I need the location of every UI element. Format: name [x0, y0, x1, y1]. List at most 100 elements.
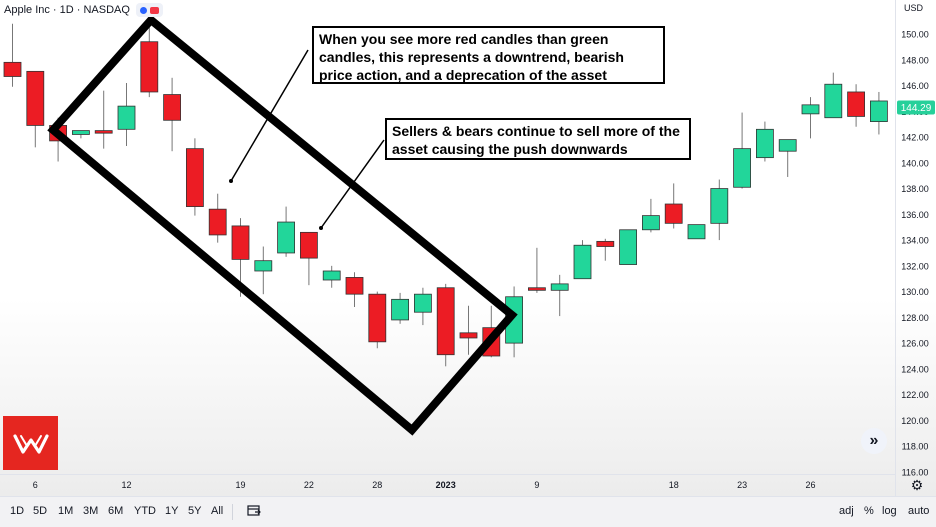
- timeframe-3m[interactable]: 3M: [83, 505, 99, 517]
- price-tick-label: 118.00: [902, 442, 929, 452]
- timeframe-ytd[interactable]: YTD: [134, 505, 156, 517]
- price-tick-label: 136.00: [901, 210, 929, 220]
- candle-body-down: [299, 231, 318, 259]
- time-tick-label: 26: [805, 480, 815, 490]
- candle-body-down: [528, 287, 546, 291]
- candle: [619, 229, 637, 265]
- candle-body-up: [550, 283, 569, 291]
- candle-body-up: [254, 260, 273, 272]
- callout-dot-2: [319, 226, 323, 230]
- candle-body-up: [824, 83, 843, 119]
- downtrend-box: [47, 14, 518, 436]
- candle-body-up: [778, 139, 797, 152]
- time-tick-label: 6: [33, 480, 38, 490]
- candle-body-up: [801, 104, 820, 115]
- callout-dot-1: [229, 179, 233, 183]
- candle: [413, 287, 432, 326]
- candle: [322, 265, 341, 288]
- date-range-icon[interactable]: [246, 502, 262, 521]
- candle-body-down: [459, 332, 478, 339]
- candle-body-up: [277, 221, 296, 254]
- price-tick-label: 116.00: [902, 467, 929, 477]
- downtrend-annotation: When you see more red candles than green…: [312, 26, 665, 84]
- candle-body-up: [72, 130, 90, 135]
- candle-body-down: [185, 148, 204, 207]
- symbol-title: Apple Inc · 1D · NASDAQ: [4, 4, 130, 16]
- log-toggle[interactable]: log: [882, 505, 897, 517]
- candle-body-down: [664, 203, 683, 224]
- last-price-badge: [897, 100, 935, 115]
- candle-body-down: [140, 41, 159, 93]
- candle: [3, 23, 22, 87]
- price-tick-label: 128.00: [901, 313, 929, 323]
- candle-body-up: [573, 244, 592, 280]
- candle: [117, 82, 136, 147]
- adjust-toggle[interactable]: adj: [839, 505, 854, 517]
- candle-body-down: [596, 240, 615, 247]
- candle-body-up: [391, 298, 410, 321]
- equals-icon: [149, 6, 159, 14]
- timeframe-1y[interactable]: 1Y: [165, 505, 179, 517]
- gear-icon[interactable]: ⚙: [910, 477, 924, 493]
- candle-body-down: [436, 287, 455, 356]
- price-tick-label: 142.00: [901, 133, 929, 143]
- time-tick-label: 19: [235, 480, 245, 490]
- timeframe-1m[interactable]: 1M: [58, 505, 74, 517]
- candle: [642, 198, 660, 233]
- candle-body-down: [163, 94, 182, 121]
- timeframe-all[interactable]: All: [211, 505, 224, 517]
- price-tick-label: 124.00: [901, 364, 929, 374]
- candle-body-up: [733, 148, 751, 188]
- sellers-annotation: Sellers & bears continue to sell more of…: [385, 118, 691, 160]
- candle: [573, 240, 592, 280]
- time-axis: 6 12 19 22 28 2023 9 18 23 26: [33, 480, 816, 490]
- candle-body-up: [687, 224, 706, 240]
- status-badges[interactable]: [135, 3, 163, 17]
- price-tick-label: 148.00: [901, 55, 929, 65]
- price-tick-label: 130.00: [901, 287, 929, 297]
- candle-body-down: [26, 70, 45, 126]
- annotation-overlay: [47, 14, 518, 436]
- callout-line-1: [230, 49, 309, 182]
- candle: [528, 247, 546, 293]
- candle-body-down: [368, 293, 387, 343]
- candle: [391, 292, 410, 324]
- time-tick-label: 9: [534, 480, 539, 490]
- price-tick-label: 150.00: [901, 30, 929, 40]
- candle: [299, 231, 318, 286]
- time-tick-label: 22: [304, 480, 314, 490]
- timeframe-5d[interactable]: 5D: [33, 505, 48, 517]
- timeframe-6m[interactable]: 6M: [108, 505, 124, 517]
- candle: [847, 84, 865, 127]
- candle: [459, 305, 478, 355]
- candle: [550, 274, 569, 317]
- time-tick-label: 28: [372, 480, 382, 490]
- symbol-header: Apple Inc · 1D · NASDAQ: [4, 2, 163, 18]
- candle: [778, 139, 797, 177]
- candle-body-up: [756, 128, 774, 159]
- percent-toggle[interactable]: %: [864, 505, 874, 517]
- time-tick-label: 18: [669, 480, 679, 490]
- candle-body-down: [847, 91, 865, 117]
- candle: [254, 246, 273, 295]
- double-chevron-right-icon[interactable]: »: [861, 428, 887, 454]
- candle: [687, 224, 706, 240]
- currency-label[interactable]: USD: [904, 3, 924, 13]
- bottom-toolbar: 1D 5D 1M 3M 6M YTD 1Y 5Y All adj % log a…: [0, 496, 936, 527]
- candle: [664, 183, 683, 229]
- candle: [208, 193, 227, 243]
- time-tick-label: 2023: [436, 480, 456, 490]
- candle: [710, 179, 729, 241]
- auto-toggle[interactable]: auto: [908, 505, 930, 517]
- time-tick-label: 12: [121, 480, 131, 490]
- price-tick-label: 138.00: [901, 184, 929, 194]
- time-tick-label: 23: [737, 480, 747, 490]
- candle: [94, 90, 113, 149]
- candle-body-up: [710, 188, 729, 224]
- timeframe-1d[interactable]: 1D: [10, 505, 25, 517]
- candle: [733, 112, 751, 189]
- timeframe-5y[interactable]: 5Y: [188, 505, 202, 517]
- price-tick-label: 134.00: [901, 236, 929, 246]
- candle: [824, 72, 843, 119]
- toolbar-divider: [232, 504, 233, 520]
